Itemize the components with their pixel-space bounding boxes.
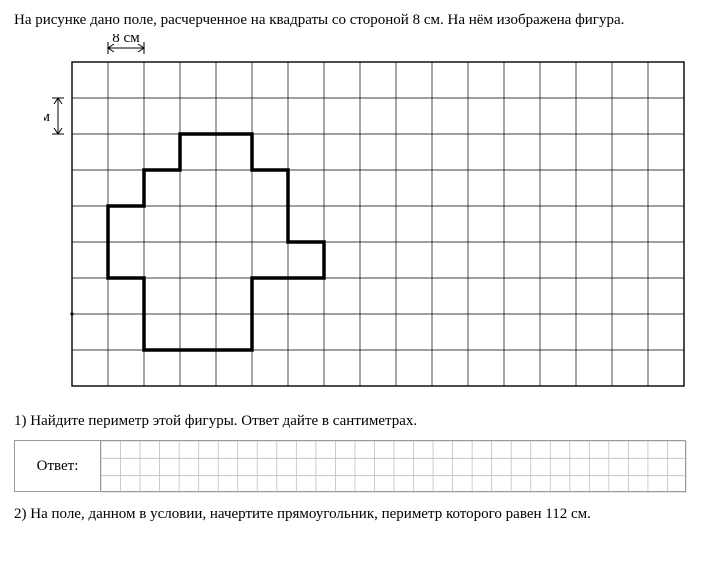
answer-box: Ответ: [14,440,686,492]
problem-intro: На рисунке дано поле, расчерченное на кв… [14,10,687,30]
svg-text:8 см: 8 см [44,109,51,125]
question-2: 2) На поле, данном в условии, начертите … [14,506,687,523]
svg-text:8 см: 8 см [112,34,140,46]
question-1: 1) Найдите периметр этой фигуры. Ответ д… [14,413,687,430]
answer-label: Ответ: [15,441,101,491]
grid-diagram: 8 см 8 см [44,34,687,395]
answer-grid [101,441,685,491]
